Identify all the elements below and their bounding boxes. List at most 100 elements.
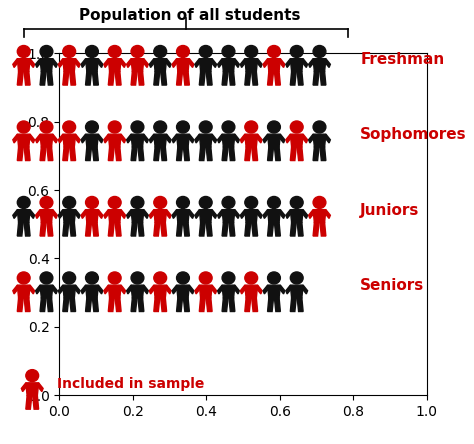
Polygon shape: [58, 210, 64, 218]
Polygon shape: [165, 134, 171, 143]
Polygon shape: [36, 59, 41, 67]
Circle shape: [199, 121, 212, 133]
Polygon shape: [256, 134, 262, 143]
Polygon shape: [234, 285, 239, 294]
Polygon shape: [63, 210, 76, 222]
Polygon shape: [74, 285, 80, 294]
Polygon shape: [17, 71, 23, 85]
Circle shape: [176, 46, 189, 58]
Circle shape: [85, 121, 99, 133]
Polygon shape: [256, 210, 262, 218]
Polygon shape: [97, 210, 103, 218]
Polygon shape: [252, 71, 257, 85]
Polygon shape: [36, 285, 41, 294]
Polygon shape: [127, 285, 132, 294]
Polygon shape: [13, 59, 18, 67]
Text: Population of all students: Population of all students: [79, 8, 301, 23]
Polygon shape: [85, 298, 91, 312]
Circle shape: [154, 196, 167, 209]
Polygon shape: [320, 147, 326, 161]
Polygon shape: [85, 71, 91, 85]
Polygon shape: [131, 298, 137, 312]
Polygon shape: [211, 210, 217, 218]
Polygon shape: [108, 71, 114, 85]
Polygon shape: [63, 59, 76, 71]
Polygon shape: [154, 59, 167, 71]
Polygon shape: [199, 210, 212, 222]
Polygon shape: [313, 147, 319, 161]
Circle shape: [176, 196, 189, 209]
Polygon shape: [104, 210, 109, 218]
Polygon shape: [263, 210, 269, 218]
Polygon shape: [17, 285, 30, 298]
Polygon shape: [172, 210, 178, 218]
Polygon shape: [290, 71, 296, 85]
Polygon shape: [29, 210, 35, 218]
Polygon shape: [199, 134, 212, 147]
Polygon shape: [218, 210, 223, 218]
Polygon shape: [24, 222, 30, 236]
Polygon shape: [267, 71, 273, 85]
Polygon shape: [24, 147, 30, 161]
Circle shape: [267, 121, 281, 133]
Polygon shape: [279, 285, 285, 294]
Polygon shape: [63, 222, 69, 236]
Polygon shape: [108, 210, 121, 222]
Polygon shape: [256, 59, 262, 67]
Polygon shape: [206, 222, 212, 236]
Polygon shape: [274, 222, 281, 236]
Polygon shape: [279, 134, 285, 143]
Polygon shape: [154, 71, 160, 85]
Polygon shape: [199, 298, 205, 312]
Polygon shape: [263, 134, 269, 143]
Polygon shape: [211, 59, 217, 67]
Polygon shape: [92, 147, 99, 161]
Polygon shape: [13, 134, 18, 143]
Circle shape: [199, 196, 212, 209]
Polygon shape: [138, 222, 144, 236]
Polygon shape: [188, 285, 194, 294]
Polygon shape: [290, 298, 296, 312]
Polygon shape: [104, 59, 109, 67]
Polygon shape: [286, 59, 292, 67]
Polygon shape: [222, 59, 235, 71]
Polygon shape: [24, 298, 30, 312]
Circle shape: [245, 272, 257, 284]
Polygon shape: [211, 285, 217, 294]
Polygon shape: [206, 147, 212, 161]
Polygon shape: [240, 59, 246, 67]
Polygon shape: [234, 210, 239, 218]
Polygon shape: [97, 59, 103, 67]
Circle shape: [85, 46, 99, 58]
Polygon shape: [252, 222, 257, 236]
Polygon shape: [85, 134, 99, 147]
Polygon shape: [127, 59, 132, 67]
Polygon shape: [154, 222, 160, 236]
Polygon shape: [85, 285, 99, 298]
Polygon shape: [33, 396, 38, 409]
Polygon shape: [195, 134, 201, 143]
Polygon shape: [13, 210, 18, 218]
Polygon shape: [267, 147, 273, 161]
Polygon shape: [309, 59, 314, 67]
Polygon shape: [63, 134, 76, 147]
Polygon shape: [115, 71, 121, 85]
Polygon shape: [70, 147, 76, 161]
Polygon shape: [267, 134, 281, 147]
Polygon shape: [63, 147, 69, 161]
Polygon shape: [29, 285, 35, 294]
Polygon shape: [47, 71, 53, 85]
Polygon shape: [40, 222, 46, 236]
Polygon shape: [138, 147, 144, 161]
Polygon shape: [176, 134, 189, 147]
Polygon shape: [161, 298, 167, 312]
Circle shape: [245, 196, 257, 209]
Polygon shape: [297, 147, 303, 161]
Circle shape: [313, 196, 326, 209]
Polygon shape: [245, 210, 257, 222]
Circle shape: [290, 196, 303, 209]
Polygon shape: [17, 298, 23, 312]
Polygon shape: [290, 59, 303, 71]
Polygon shape: [256, 285, 262, 294]
Polygon shape: [74, 59, 80, 67]
